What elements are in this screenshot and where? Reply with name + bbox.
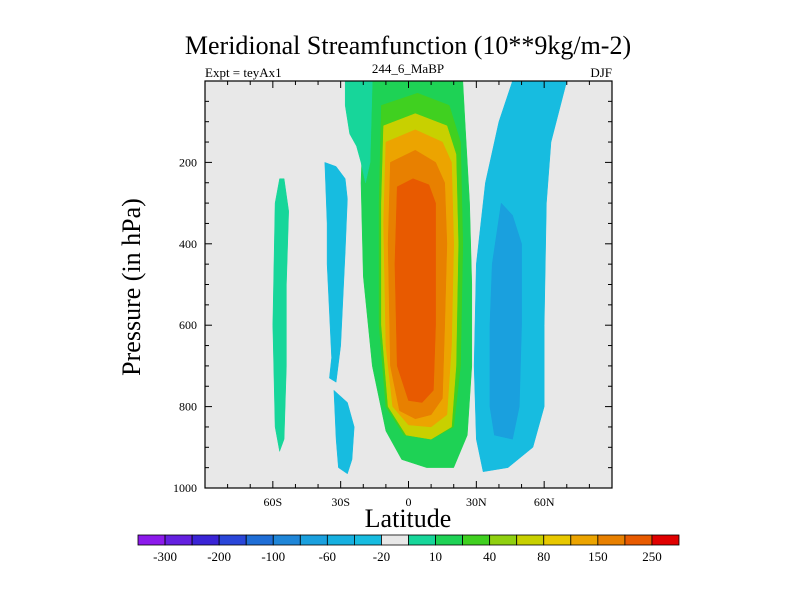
colorbar-box — [353, 534, 382, 546]
colorbar-box — [272, 534, 301, 546]
colorbar-box — [245, 534, 274, 546]
colorbar-box — [435, 534, 463, 546]
colorbar-label: -60 — [319, 549, 336, 564]
colorbar-box — [462, 534, 491, 546]
colorbar-box — [191, 534, 220, 546]
colorbar-box — [218, 534, 247, 546]
contour-fill-layer — [272, 81, 568, 475]
contour-region-north-blue-cell — [489, 202, 522, 440]
chart-title: Meridional Streamfunction (10**9kg/m-2) — [185, 31, 631, 60]
x-tick-label: 0 — [406, 495, 412, 509]
colorbar-box — [624, 534, 653, 546]
x-axis-title: Latitude — [365, 504, 452, 533]
colorbar-label: -100 — [261, 549, 285, 564]
y-tick-label: 1000 — [173, 481, 197, 495]
period-label: 244_6_MaBP — [372, 61, 444, 76]
colorbar-box — [299, 534, 328, 546]
colorbar-box — [489, 534, 518, 546]
contour-region-upper-teal-strip — [344, 81, 373, 183]
y-axis-ticks: 200 400 600 800 1000 — [173, 100, 612, 495]
contour-region-south-lower-cyan-cell — [333, 389, 355, 475]
experiment-label: Expt = teyAx1 — [205, 65, 282, 80]
colorbar-box — [381, 534, 409, 546]
contour-region-north-red-orange-cell — [394, 178, 436, 403]
colorbar-label: 250 — [642, 549, 662, 564]
colorbar-box — [516, 534, 545, 546]
contour-region-south-teal-cell — [272, 178, 289, 453]
y-tick-label: 600 — [179, 318, 197, 332]
colorbar-box — [651, 534, 680, 546]
colorbar-box — [408, 534, 436, 546]
colorbar-label: 10 — [429, 549, 442, 564]
colorbar-labels: -300 -200 -100 -60 -20 10 40 80 150 250 — [153, 549, 662, 564]
x-tick-label: 60N — [534, 495, 555, 509]
y-tick-label: 800 — [179, 400, 197, 414]
plot-frame — [204, 80, 613, 489]
y-tick-label: 200 — [179, 155, 197, 169]
x-tick-label: 60S — [263, 495, 282, 509]
colorbar — [137, 534, 680, 546]
contour-region-south-cyan-cell — [324, 162, 348, 383]
colorbar-box — [326, 534, 355, 546]
y-axis-title: Pressure (in hPa) — [117, 198, 146, 376]
colorbar-label: -300 — [153, 549, 177, 564]
colorbar-label: -200 — [207, 549, 231, 564]
colorbar-box — [164, 534, 193, 546]
x-tick-label: 30S — [331, 495, 350, 509]
colorbar-box — [543, 534, 572, 546]
x-axis-ticks: 60S 30S 0 30N 60N — [227, 81, 590, 509]
colorbar-label: -20 — [373, 549, 390, 564]
season-label: DJF — [590, 65, 612, 80]
x-tick-label: 30N — [466, 495, 487, 509]
colorbar-label: 80 — [537, 549, 550, 564]
colorbar-label: 40 — [483, 549, 496, 564]
colorbar-box — [597, 534, 626, 546]
y-tick-label: 400 — [179, 237, 197, 251]
colorbar-box — [137, 534, 166, 546]
colorbar-label: 150 — [588, 549, 608, 564]
colorbar-box — [570, 534, 599, 546]
